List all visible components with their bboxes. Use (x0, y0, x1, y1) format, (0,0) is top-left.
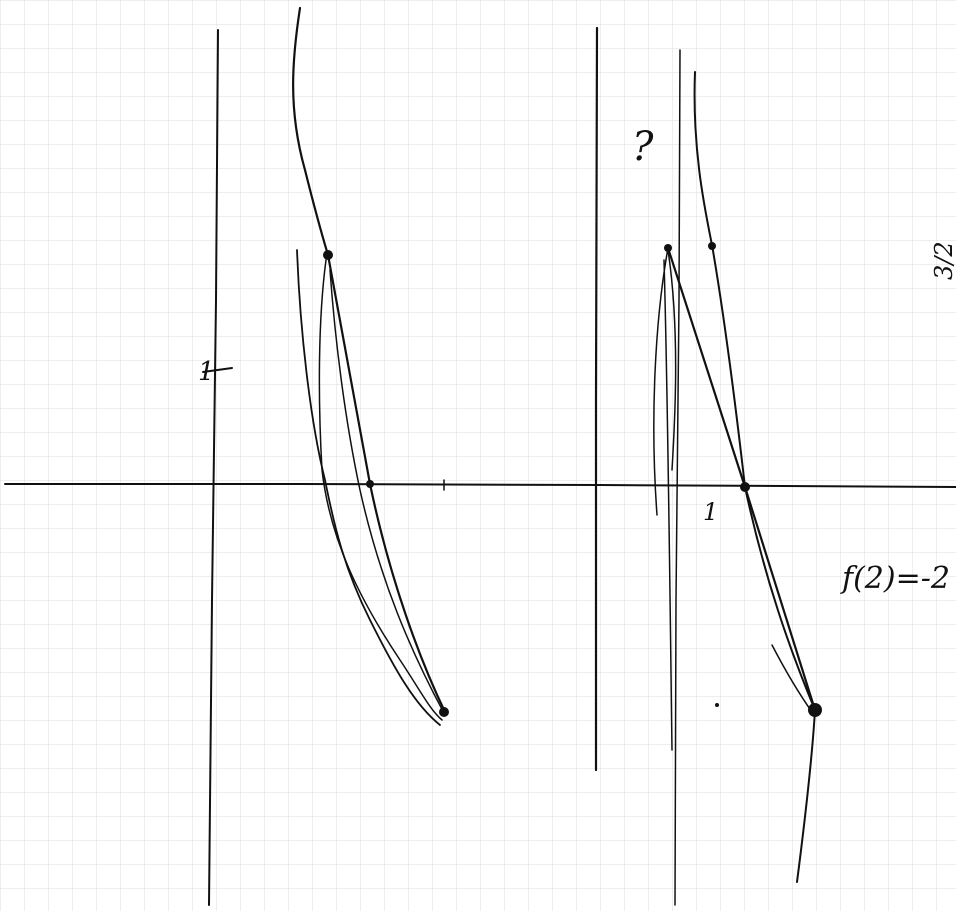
point (664, 244, 672, 252)
top-note: ? (632, 124, 654, 170)
graph-paper (0, 0, 956, 911)
annotation: f(2)=-2 (840, 561, 950, 596)
sketch: 1 1 f(2)=-2 ? 3/2 (0, 0, 956, 911)
point (708, 242, 716, 250)
point (740, 482, 750, 492)
y-label: 1 (198, 357, 215, 387)
side-note: 3/2 (930, 241, 956, 280)
x-label: 1 (703, 498, 718, 526)
y-axis (596, 28, 597, 770)
point (366, 480, 374, 488)
point (439, 707, 449, 717)
page: 1 1 f(2)=-2 ? 3/2 (() => { const data = … (0, 0, 956, 911)
point (323, 250, 333, 260)
point (808, 703, 822, 717)
point (715, 703, 719, 707)
